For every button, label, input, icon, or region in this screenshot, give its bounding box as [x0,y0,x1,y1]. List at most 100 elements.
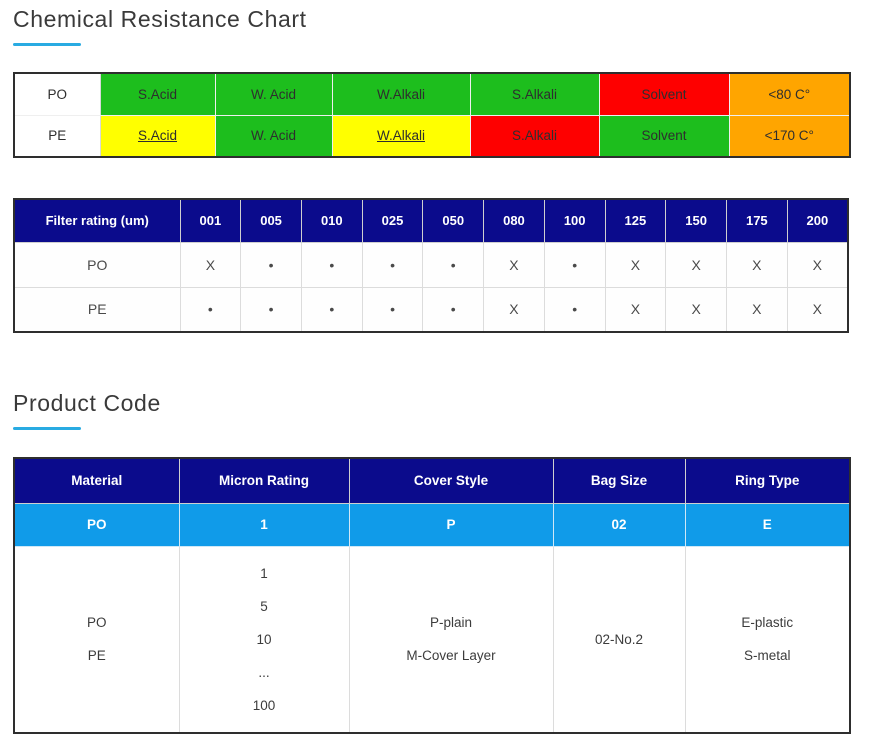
filter-col-header: 175 [725,198,788,243]
filter-col-header: 025 [361,198,424,243]
product-detail-line: 1 [260,565,268,581]
chemical-resistance-table: PO S.Acid W. Acid W.Alkali S.Alkali Solvent <8… [13,72,851,158]
product-detail-line: 10 [256,631,272,647]
chem-cell-w-acid: W. Acid [214,72,333,116]
chem-cell-link[interactable]: S.Acid [137,128,178,144]
chem-cell-s-acid: S.Acid [99,114,216,158]
product-col-header: Cover Style [348,457,554,504]
product-detail-cell: PO PE [13,545,180,734]
filter-col-header: 100 [543,198,606,243]
chem-cell--170-c-: <170 C° [728,114,851,158]
filter-table-head: Filter rating (um) 001 005 010 025 050 080 100 1… [13,198,849,243]
product-detail-cell: 02-No.2 [552,545,686,734]
filter-mark-dot: • [240,241,302,288]
product-detail-line: E-plastic [741,615,794,631]
filter-col-header: 001 [179,198,242,243]
product-code-cell: P [348,502,554,547]
filter-mark-x: X [725,241,788,288]
product-code-cell: PO [13,502,180,547]
product-detail-line: 100 [252,697,276,713]
product-detail-line: 5 [260,598,268,614]
filter-mark-dot: • [240,286,302,333]
filter-rating-table: Filter rating (um) 001 005 010 025 050 080 100 1… [13,198,849,333]
product-detail-line: PE [87,648,106,664]
filter-col-header: 200 [786,198,849,243]
chemical-table-body: PO S.Acid W. Acid W.Alkali S.Alkali Solvent <8… [13,72,851,158]
filter-mark-dot: • [422,286,485,333]
filter-table-row: PO X • • • • X • X X X X [13,241,849,288]
filter-mark-dot: • [361,241,424,288]
chem-cell-solvent: Solvent [598,114,730,158]
filter-col-header: 080 [483,198,545,243]
filter-mark-x: X [483,241,545,288]
product-detail-cell: E-plastic S-metal [684,545,851,734]
product-header-row: Material Micron Rating Cover Style Bag Size… [13,457,851,504]
filter-mark-x: X [483,286,545,333]
chem-cell-s-acid: S.Acid [99,72,216,116]
filter-table-body: PO X • • • • X • X X X X PE • • • • • X • X X X X [13,241,849,333]
filter-header-row: Filter rating (um) 001 005 010 025 050 080 100 1… [13,198,849,243]
product-detail-line: PO [86,615,107,631]
filter-col-header: 125 [604,198,667,243]
title-underline [13,43,81,46]
chem-cell-s-alkali: S.Alkali [469,72,600,116]
chem-table-row: PE S.Acid W. Acid W.Alkali S.Alkali Solvent <1… [13,114,851,158]
filter-mark-dot: • [179,286,242,333]
filter-mark-x: X [665,286,727,333]
filter-col-header: 150 [665,198,727,243]
chemical-section-title: Chemical Resistance Chart [13,6,307,32]
chem-cell-s-alkali: S.Alkali [469,114,600,158]
product-detail-cell: P-plain M-Cover Layer [348,545,554,734]
filter-row-label: PO [13,241,181,288]
product-code-section: Product Code Material Micron Rating Cover … [13,390,868,734]
filter-mark-dot: • [300,286,363,333]
product-code-cell: 1 [178,502,350,547]
product-col-header: Micron Rating [178,457,350,504]
product-section-title: Product Code [13,390,161,416]
chem-cell--80-c-: <80 C° [728,72,851,116]
chem-cell-solvent: Solvent [598,72,730,116]
chem-table-row: PO S.Acid W. Acid W.Alkali S.Alkali Solvent <8… [13,72,851,116]
chem-row-label: PO [13,72,101,116]
product-table-body: PO 1 P 02 E PO PE 1 5 10... 100 P-plain M-Cover Laye… [13,502,851,734]
filter-col-header: 050 [422,198,485,243]
filter-table-row: PE • • • • • X • X X X X [13,286,849,333]
product-detail-cell: 1 5 10... 100 [178,545,350,734]
filter-mark-x: X [725,286,788,333]
filter-mark-x: X [786,286,849,333]
chem-cell-w-alkali: W.Alkali [331,114,471,158]
chem-cell-w-acid: W. Acid [214,114,333,158]
filter-col-header: 010 [300,198,363,243]
filter-mark-x: X [179,241,242,288]
product-detail-row: PO PE 1 5 10... 100 P-plain M-Cover Layer 02-No.… [13,545,851,734]
filter-mark-x: X [604,241,667,288]
filter-mark-x: X [604,286,667,333]
product-col-header: Material [13,457,180,504]
filter-mark-dot: • [422,241,485,288]
filter-col-header: 005 [240,198,302,243]
product-code-cell: E [684,502,851,547]
product-detail-line: ... [258,664,270,680]
filter-mark-dot: • [300,241,363,288]
chem-row-label: PE [13,114,101,158]
chem-cell-w-alkali: W.Alkali [331,72,471,116]
title-underline [13,427,81,430]
product-table-head: Material Micron Rating Cover Style Bag Size… [13,457,851,504]
chemical-resistance-section: Chemical Resistance Chart PO S.Acid W. Aci… [13,6,868,333]
filter-mark-x: X [665,241,727,288]
product-detail-line: 02-No.2 [594,631,644,647]
filter-mark-dot: • [361,286,424,333]
product-code-cell: 02 [552,502,686,547]
filter-mark-dot: • [543,241,606,288]
chem-cell-link[interactable]: W.Alkali [376,128,425,144]
product-detail-line: P-plain [429,615,473,631]
filter-mark-x: X [786,241,849,288]
product-code-row: PO 1 P 02 E [13,502,851,547]
product-detail-line: M-Cover Layer [406,648,496,664]
filter-mark-dot: • [543,286,606,333]
product-col-header: Ring Type [684,457,851,504]
filter-rating-header: Filter rating (um) [13,198,181,243]
product-detail-line: S-metal [743,648,791,664]
product-code-table: Material Micron Rating Cover Style Bag Size… [13,457,851,734]
